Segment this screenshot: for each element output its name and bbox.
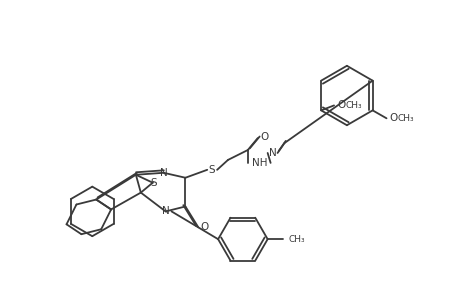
Text: NH: NH xyxy=(252,158,267,168)
Text: O: O xyxy=(260,132,268,142)
Text: CH₃: CH₃ xyxy=(396,114,413,123)
Text: N: N xyxy=(162,206,169,216)
Text: O: O xyxy=(200,222,208,232)
Text: N: N xyxy=(159,168,167,178)
Text: O: O xyxy=(388,113,397,123)
Text: N: N xyxy=(268,148,276,158)
Text: O: O xyxy=(337,100,345,110)
Text: S: S xyxy=(150,178,157,188)
Text: CH₃: CH₃ xyxy=(345,101,361,110)
Text: S: S xyxy=(208,165,215,175)
Text: CH₃: CH₃ xyxy=(287,235,304,244)
